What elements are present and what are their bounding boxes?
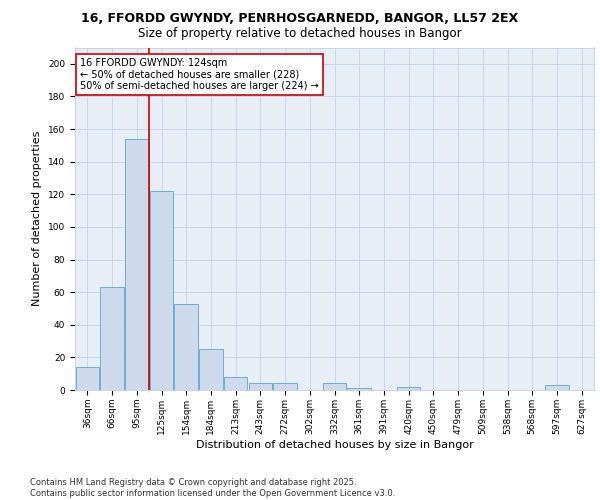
- Bar: [150, 191, 173, 390]
- Bar: [347, 388, 371, 390]
- Text: Contains HM Land Registry data © Crown copyright and database right 2025.
Contai: Contains HM Land Registry data © Crown c…: [30, 478, 395, 498]
- Bar: [323, 384, 346, 390]
- Bar: [199, 349, 223, 390]
- Bar: [100, 287, 124, 390]
- Bar: [248, 384, 272, 390]
- Bar: [545, 385, 569, 390]
- Bar: [224, 377, 247, 390]
- Bar: [175, 304, 198, 390]
- Bar: [274, 384, 297, 390]
- Bar: [76, 367, 99, 390]
- Text: 16 FFORDD GWYNDY: 124sqm
← 50% of detached houses are smaller (228)
50% of semi-: 16 FFORDD GWYNDY: 124sqm ← 50% of detach…: [80, 58, 319, 91]
- Text: Size of property relative to detached houses in Bangor: Size of property relative to detached ho…: [138, 28, 462, 40]
- Bar: [397, 386, 421, 390]
- X-axis label: Distribution of detached houses by size in Bangor: Distribution of detached houses by size …: [196, 440, 473, 450]
- Text: 16, FFORDD GWYNDY, PENRHOSGARNEDD, BANGOR, LL57 2EX: 16, FFORDD GWYNDY, PENRHOSGARNEDD, BANGO…: [82, 12, 518, 26]
- Y-axis label: Number of detached properties: Number of detached properties: [32, 131, 43, 306]
- Bar: [125, 139, 149, 390]
